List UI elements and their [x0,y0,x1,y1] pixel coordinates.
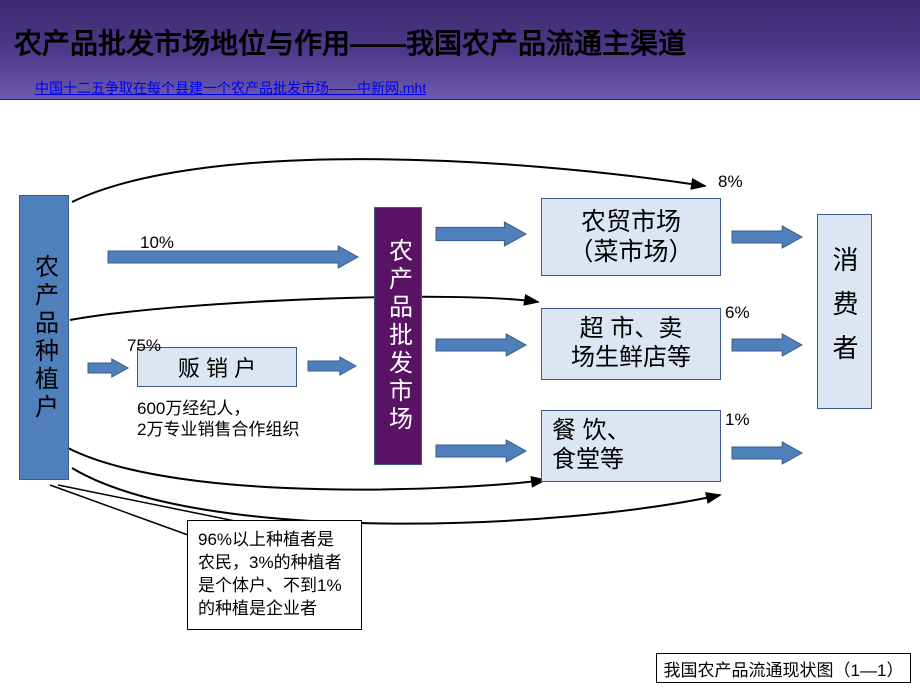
pct-1: 1% [725,410,750,430]
diagram-area: 农产品种植户 贩 销 户 农产品批发市场 农贸市场 （菜市场） 超 市、卖 场生… [0,100,920,690]
catering-l2: 食堂等 [552,446,624,475]
pct-8: 8% [718,172,743,192]
farmers-market-l2: （菜市场） [568,237,693,267]
dealers-note-l1: 600万经纪人， [137,398,299,419]
box-supermarket: 超 市、卖 场生鲜店等 [541,308,721,380]
box-growers-label: 农产品种植户 [27,254,62,422]
subtitle-link[interactable]: 中国十二五争取在每个县建一个农产品批发市场——中新网.mht [35,78,426,98]
dealers-note: 600万经纪人， 2万专业销售合作组织 [137,398,299,441]
callout-l3: 是个体户、不到1% [198,575,351,598]
pct-75: 75% [127,336,161,356]
box-wholesale: 农产品批发市场 [374,207,422,465]
supermarket-l1: 超 市、卖 [580,315,683,344]
box-dealers-label: 贩 销 户 [178,351,256,383]
growers-callout: 96%以上种植者是 农民，3%的种植者 是个体户、不到1% 的种植是企业者 [187,520,362,630]
header-band: 农产品批发市场地位与作用——我国农产品流通主渠道 中国十二五争取在每个县建一个农… [0,0,920,100]
box-consumers: 消费者 [817,214,872,409]
caption: 我国农产品流通现状图（1—1） [656,653,911,683]
callout-l2: 农民，3%的种植者 [198,552,351,575]
box-farmers-market: 农贸市场 （菜市场） [541,198,721,276]
box-catering: 餐 饮、 食堂等 [541,410,721,482]
caption-text: 我国农产品流通现状图（1—1） [664,656,904,681]
supermarket-l2: 场生鲜店等 [571,344,691,373]
pct-6: 6% [725,303,750,323]
pct-10: 10% [140,233,174,253]
callout-l4: 的种植是企业者 [198,598,351,621]
page-title: 农产品批发市场地位与作用——我国农产品流通主渠道 [14,22,686,62]
farmers-market-l1: 农贸市场 [581,207,681,237]
connectors-svg [0,100,920,690]
box-consumers-label: 消费者 [826,246,863,378]
dealers-note-l2: 2万专业销售合作组织 [137,419,299,440]
callout-l1: 96%以上种植者是 [198,529,351,552]
catering-l1: 餐 饮、 [552,417,631,446]
box-wholesale-label: 农产品批发市场 [381,238,416,434]
box-growers: 农产品种植户 [19,195,69,480]
block-arrows-svg [0,100,920,690]
